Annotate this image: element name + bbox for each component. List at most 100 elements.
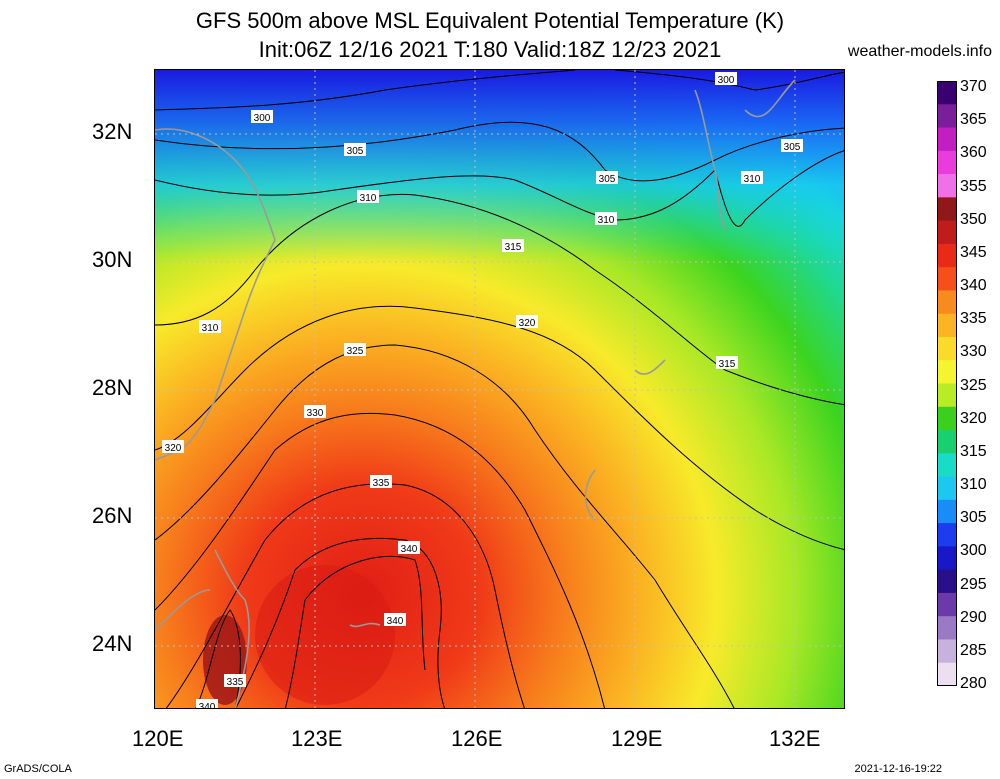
site-credit: weather-models.info bbox=[847, 43, 992, 60]
lat-tick: 32N bbox=[92, 119, 133, 144]
colorbar-label: 280 bbox=[960, 675, 987, 692]
svg-text:310: 310 bbox=[360, 193, 377, 204]
chart-title: GFS 500m above MSL Equivalent Potential … bbox=[195, 8, 785, 33]
contour-label: 320 bbox=[516, 315, 538, 329]
colorbar-swatch bbox=[937, 383, 957, 408]
colorbar-swatch bbox=[937, 81, 957, 105]
colorbar-label: 315 bbox=[960, 442, 987, 460]
svg-text:315: 315 bbox=[719, 359, 736, 370]
svg-text:310: 310 bbox=[202, 323, 219, 334]
colorbar bbox=[937, 81, 957, 686]
colorbar-swatch bbox=[937, 616, 957, 640]
colorbar-label: 310 bbox=[960, 476, 987, 493]
contour-label: 340 bbox=[398, 541, 420, 555]
contour-label: 335 bbox=[224, 674, 246, 688]
contour-label: 325 bbox=[344, 343, 366, 357]
svg-text:305: 305 bbox=[599, 174, 616, 185]
chart-subtitle: Init:06Z 12/16 2021 T:180 Valid:18Z 12/2… bbox=[258, 37, 722, 62]
colorbar-swatch bbox=[937, 336, 957, 361]
svg-text:335: 335 bbox=[227, 677, 244, 688]
svg-text:320: 320 bbox=[519, 318, 536, 329]
colorbar-swatch bbox=[937, 639, 957, 664]
contour-label: 340 bbox=[384, 613, 406, 627]
svg-text:340: 340 bbox=[199, 702, 216, 709]
svg-text:340: 340 bbox=[401, 544, 418, 555]
colorbar-label: 325 bbox=[960, 376, 987, 394]
colorbar-swatch bbox=[937, 104, 957, 129]
colorbar-swatch bbox=[937, 453, 957, 478]
contour-label: 305 bbox=[344, 143, 366, 157]
lat-tick: 28N bbox=[92, 375, 133, 400]
colorbar-label: 340 bbox=[960, 277, 987, 294]
colorbar-swatch bbox=[937, 267, 957, 291]
svg-text:300: 300 bbox=[718, 75, 735, 86]
lon-tick: 120E bbox=[132, 726, 184, 751]
colorbar-label: 295 bbox=[960, 575, 987, 593]
colorbar-label: 345 bbox=[960, 243, 987, 261]
footer-right: 2021-12-16-19:22 bbox=[854, 763, 942, 775]
colorbar-swatch bbox=[937, 662, 957, 686]
theta-e-field: 300 300 305 305 305 310 310 310 310 315 315 320 320 3… bbox=[155, 70, 844, 709]
colorbar-label: 365 bbox=[960, 111, 987, 129]
svg-text:310: 310 bbox=[598, 215, 615, 226]
svg-text:320: 320 bbox=[165, 443, 182, 454]
colorbar-label: 355 bbox=[960, 177, 987, 195]
colorbar-swatch bbox=[937, 406, 957, 431]
svg-text:335: 335 bbox=[373, 478, 390, 489]
svg-text:330: 330 bbox=[307, 408, 324, 419]
contour-label: 305 bbox=[781, 139, 803, 153]
colorbar-swatch bbox=[937, 546, 957, 571]
lon-tick: 129E bbox=[611, 726, 663, 751]
contour-label: 300 bbox=[715, 72, 737, 86]
contour-label: 330 bbox=[304, 405, 326, 419]
svg-text:305: 305 bbox=[347, 146, 364, 157]
colorbar-swatch bbox=[937, 150, 957, 175]
colorbar-swatch bbox=[937, 499, 957, 524]
contour-label: 310 bbox=[199, 320, 221, 334]
colorbar-swatch bbox=[937, 174, 957, 198]
svg-text:325: 325 bbox=[347, 346, 364, 357]
lon-tick: 123E bbox=[291, 726, 343, 751]
svg-text:340: 340 bbox=[387, 616, 404, 627]
contour-label: 320 bbox=[162, 440, 184, 454]
colorbar-label: 335 bbox=[960, 310, 987, 328]
colorbar-swatch bbox=[937, 220, 957, 245]
lon-tick: 126E bbox=[451, 726, 503, 751]
svg-text:300: 300 bbox=[254, 113, 271, 124]
lat-tick: 24N bbox=[92, 631, 133, 656]
colorbar-swatch bbox=[937, 313, 957, 338]
colorbar-label: 320 bbox=[960, 409, 987, 427]
colorbar-label: 305 bbox=[960, 509, 987, 527]
colorbar-swatch bbox=[937, 592, 957, 617]
map-panel: 300 300 305 305 305 310 310 310 310 315 315 320 320 3… bbox=[154, 69, 845, 709]
colorbar-swatch bbox=[937, 243, 957, 268]
contour-label: 315 bbox=[502, 239, 524, 253]
lat-tick: 26N bbox=[92, 503, 133, 528]
contour-label: 310 bbox=[357, 190, 379, 204]
svg-text:310: 310 bbox=[744, 174, 761, 185]
colorbar-swatch bbox=[937, 290, 957, 315]
contour-label: 335 bbox=[370, 475, 392, 489]
lon-tick: 132E bbox=[769, 726, 821, 751]
contour-label: 315 bbox=[716, 356, 738, 370]
colorbar-label: 370 bbox=[960, 78, 987, 95]
contour-label: 305 bbox=[596, 171, 618, 185]
colorbar-swatch bbox=[937, 430, 957, 454]
colorbar-label: 290 bbox=[960, 608, 987, 626]
contour-label: 310 bbox=[595, 212, 617, 226]
colorbar-swatch bbox=[937, 569, 957, 594]
colorbar-swatch bbox=[937, 360, 957, 384]
lat-tick: 30N bbox=[92, 247, 133, 272]
colorbar-label: 350 bbox=[960, 210, 987, 228]
colorbar-label: 285 bbox=[960, 641, 987, 659]
footer-left: GrADS/COLA bbox=[4, 763, 72, 775]
svg-text:315: 315 bbox=[505, 242, 522, 253]
colorbar-swatch bbox=[937, 523, 957, 547]
colorbar-label: 330 bbox=[960, 343, 987, 361]
colorbar-swatch bbox=[937, 197, 957, 222]
contour-label: 340 bbox=[196, 699, 218, 709]
colorbar-swatch bbox=[937, 476, 957, 501]
contour-label: 300 bbox=[251, 110, 273, 124]
contour-label: 310 bbox=[741, 171, 763, 185]
colorbar-label: 360 bbox=[960, 144, 987, 162]
